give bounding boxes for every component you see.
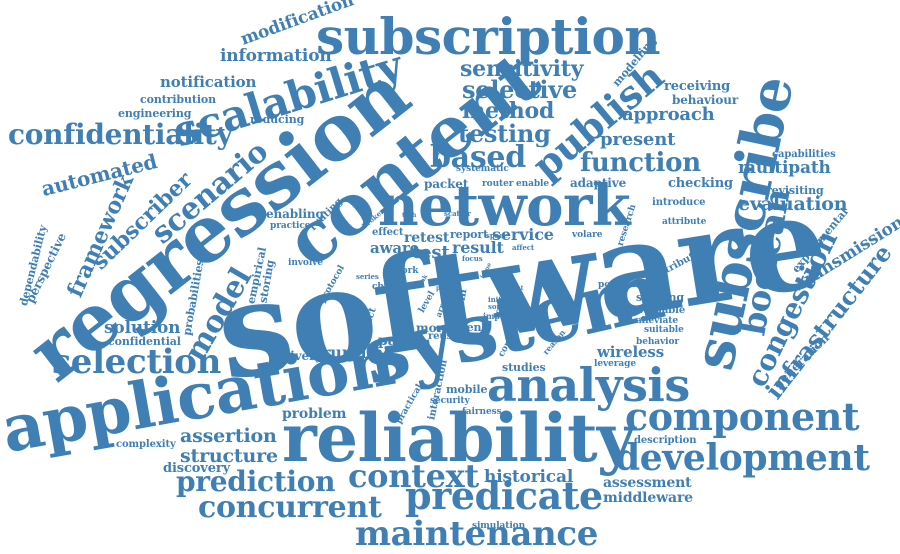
- word-cloud-word: systematic: [456, 164, 509, 174]
- word-cloud-word: checking: [668, 176, 734, 191]
- word-cloud-word: context: [348, 457, 479, 495]
- word-cloud-word: series: [356, 272, 379, 281]
- word-cloud-word: approach: [622, 104, 715, 125]
- word-cloud-word: analysis: [487, 358, 690, 412]
- word-cloud-word: popular: [598, 280, 637, 290]
- word-cloud-word: complexity: [116, 439, 176, 450]
- word-cloud-word: impact: [483, 311, 514, 321]
- word-cloud-word: volare: [572, 230, 603, 240]
- word-cloud-word: confidentiality: [8, 118, 233, 151]
- word-cloud-word: confidential: [108, 335, 181, 348]
- word-cloud-word: capabilities: [772, 149, 836, 160]
- word-cloud-word: multipath: [738, 158, 831, 178]
- word-cloud-word: notification: [160, 73, 257, 91]
- word-cloud-word: evaluation: [738, 193, 848, 215]
- word-cloud-word: sending: [636, 291, 684, 304]
- word-cloud-word: attribute: [662, 217, 707, 227]
- word-cloud-word: engineering: [118, 107, 192, 120]
- word-cloud-word: problem: [282, 406, 347, 422]
- word-cloud-word: introduce: [652, 197, 706, 208]
- word-cloud-word: sensitivity: [460, 56, 584, 82]
- word-cloud-word: initial: [488, 295, 512, 304]
- word-cloud-word: revisiting: [766, 184, 824, 197]
- word-cloud-word: selective: [462, 75, 578, 104]
- word-cloud-word: alleviate: [636, 316, 678, 326]
- word-cloud-word: scatter: [444, 209, 471, 218]
- word-cloud-word: function: [580, 148, 701, 178]
- word-cloud-word: structure: [180, 445, 278, 467]
- word-cloud-word: discovery: [163, 461, 230, 476]
- word-cloud-word: focus: [462, 254, 483, 263]
- word-cloud-word: subscription: [316, 7, 661, 66]
- word-cloud-word: security: [430, 396, 470, 406]
- word-cloud-word: based: [430, 140, 526, 175]
- word-cloud-word: point: [506, 285, 524, 292]
- word-cloud-word: enable: [516, 179, 549, 189]
- word-cloud-word: service: [492, 225, 554, 244]
- word-cloud-word: test: [412, 242, 450, 263]
- word-cloud-word: simulation: [472, 521, 526, 531]
- word-cloud-word: path: [436, 285, 451, 292]
- word-cloud-word: wireless: [597, 343, 664, 361]
- word-cloud-word: automated: [38, 149, 160, 201]
- word-cloud-word: delivery: [270, 349, 323, 363]
- word-cloud-word: affect: [512, 243, 535, 252]
- word-cloud-word: mobile: [446, 383, 488, 396]
- word-cloud-word: middleware: [603, 490, 693, 506]
- word-cloud-word: practice: [270, 221, 311, 231]
- word-cloud-word: reducing: [250, 113, 305, 126]
- word-cloud-word: leverage: [594, 359, 636, 369]
- word-cloud-word: contribution: [140, 93, 217, 106]
- word-cloud-word: solution: [104, 318, 181, 338]
- word-cloud-word: behaviour: [672, 93, 739, 107]
- word-cloud-word: reuse: [428, 331, 459, 342]
- word-cloud-word: selection: [52, 342, 221, 382]
- word-cloud-word: historical: [484, 467, 574, 487]
- word-cloud-word: suitable: [644, 325, 684, 335]
- word-cloud-word: information: [220, 46, 332, 66]
- word-cloud-word: present: [600, 129, 676, 150]
- word-cloud-word: router: [482, 179, 514, 189]
- word-cloud-word: agent: [452, 321, 487, 334]
- word-cloud-word: maintenance: [355, 514, 599, 554]
- word-cloud-word: testing: [458, 119, 551, 148]
- word-cloud-word: prediction: [176, 465, 336, 498]
- word-cloud-word: predicate: [405, 473, 603, 518]
- word-cloud-word: paper: [378, 333, 423, 349]
- word-cloud-word: source: [488, 302, 514, 311]
- word-cloud-word: method: [462, 98, 555, 124]
- word-cloud-word: available: [636, 305, 686, 316]
- word-cloud-word: studies: [502, 361, 546, 374]
- word-cloud-word: adaptive: [570, 176, 627, 190]
- word-cloud-word: description: [634, 435, 697, 446]
- word-cloud-word: network: [378, 173, 631, 239]
- word-cloud-word: component: [625, 394, 860, 439]
- word-cloud-word: report: [450, 228, 489, 241]
- word-cloud-word: tech: [402, 212, 417, 219]
- word-cloud-word: behavior: [636, 337, 680, 347]
- word-cloud-word: enabling: [266, 207, 324, 221]
- word-cloud-word: fairness: [462, 407, 502, 417]
- word-cloud-word: receiving: [664, 79, 731, 94]
- word-cloud-word: development: [615, 437, 870, 479]
- word-cloud-word: effect: [372, 227, 404, 238]
- word-cloud-word: packet: [424, 177, 469, 191]
- word-cloud-word: runtime: [322, 343, 394, 362]
- word-cloud-word: aware: [370, 239, 420, 257]
- word-cloud-word: concurrent: [198, 490, 382, 525]
- word-cloud-word: more: [416, 321, 451, 335]
- word-cloud-word: space: [486, 231, 508, 240]
- word-cloud-word: result: [452, 238, 504, 257]
- word-cloud-word: work: [394, 266, 419, 276]
- word-cloud-word: assertion: [180, 425, 277, 447]
- word-cloud-word: reliability: [282, 399, 635, 477]
- word-cloud-word: assessment: [603, 475, 692, 491]
- word-cloud-word: involve: [288, 258, 323, 268]
- word-cloud-word: retest: [404, 230, 450, 246]
- word-cloud-word: cbps: [372, 282, 395, 292]
